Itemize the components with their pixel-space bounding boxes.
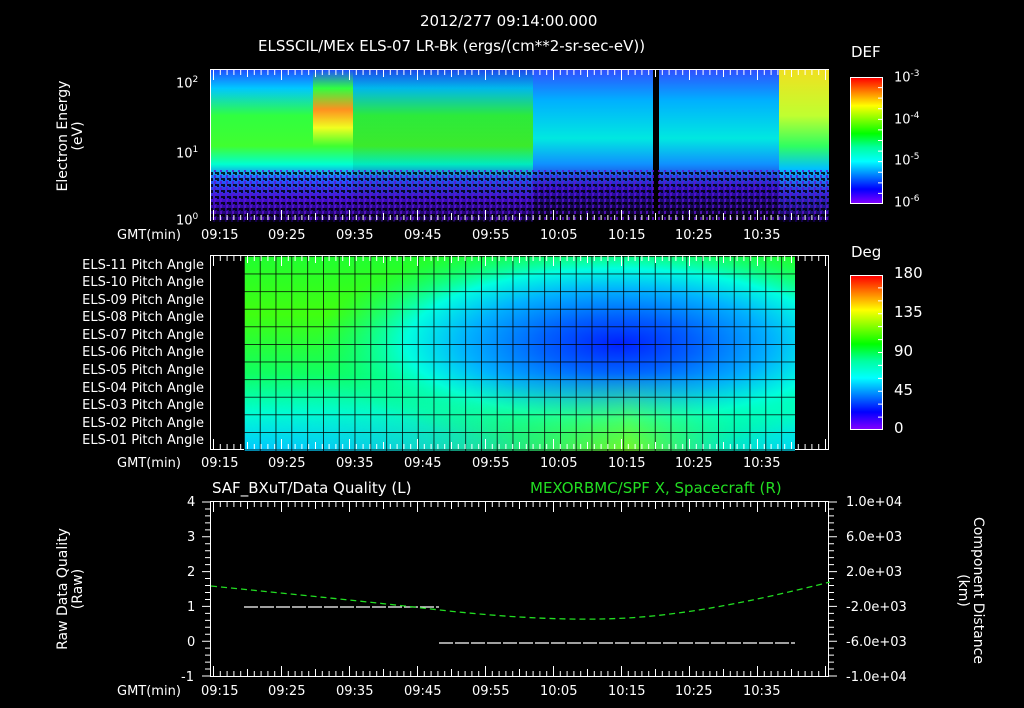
time-tick: 09:25 (268, 228, 306, 243)
time-tick: 09:35 (336, 684, 374, 699)
pitch-row-label: ELS-08 Pitch Angle (82, 310, 204, 325)
time-tick: 10:15 (608, 456, 646, 471)
ytick-right: -6.0e+03 (846, 635, 907, 650)
time-tick: 09:45 (404, 684, 442, 699)
time-tick: 09:55 (472, 684, 510, 699)
deg-colorbar (850, 275, 883, 430)
ytick-left: -1 (181, 670, 194, 685)
pitch-row-label: ELS-04 Pitch Angle (82, 381, 204, 396)
time-tick: 09:15 (201, 456, 239, 471)
time-tick: 10:25 (675, 684, 713, 699)
ytick-10: 101 (176, 145, 199, 162)
deg-colorbar-title: Deg (851, 243, 882, 261)
def-colorbar-title: DEF (851, 43, 881, 61)
deg-tick-1: 135 (894, 303, 923, 321)
spectrogram-image (211, 70, 830, 222)
quality-left-title: SAF_BXuT/Data Quality (L) (212, 479, 412, 497)
deg-tick-3: 45 (894, 381, 914, 399)
time-tick: 09:45 (404, 456, 442, 471)
quality-right-title: MEXORBMC/SPF X, Spacecraft (R) (530, 479, 782, 497)
pitch-row-label: ELS-11 Pitch Angle (82, 258, 204, 273)
time-tick: 09:15 (201, 684, 239, 699)
ytick-right: 1.0e+04 (846, 495, 903, 510)
time-tick: 10:05 (540, 456, 578, 471)
gmt-label: GMT(min) (117, 456, 181, 471)
ytick-right: -1.0e+04 (846, 670, 907, 685)
pitch-row-label: ELS-02 Pitch Angle (82, 416, 204, 431)
ytick-left: 2 (187, 565, 196, 580)
ytick-100: 102 (176, 75, 199, 92)
time-tick: 09:55 (472, 456, 510, 471)
def-tick-0: 10-3 (894, 69, 920, 86)
time-tick: 10:25 (675, 456, 713, 471)
pitch-row-label: ELS-07 Pitch Angle (82, 328, 204, 343)
def-tick-1: 10-4 (894, 111, 920, 128)
ytick-right: -2.0e+03 (846, 600, 907, 615)
pitch-angle-plot (210, 255, 829, 451)
time-tick: 10:35 (743, 684, 781, 699)
def-tick-3: 10-6 (894, 194, 920, 211)
time-tick: 09:15 (201, 228, 239, 243)
time-tick: 10:35 (743, 456, 781, 471)
time-tick: 09:55 (472, 228, 510, 243)
time-tick: 10:35 (743, 228, 781, 243)
ytick-left: 0 (187, 635, 196, 650)
pitch-row-label: ELS-03 Pitch Angle (82, 398, 204, 413)
time-tick: 10:05 (540, 228, 578, 243)
def-colorbar (850, 77, 883, 204)
deg-tick-0: 180 (894, 264, 923, 282)
time-tick: 09:25 (268, 684, 306, 699)
plot-timestamp: 2012/277 09:14:00.000 (420, 12, 598, 30)
ytick-left: 3 (187, 530, 196, 545)
ytick-left: 1 (187, 600, 196, 615)
time-tick: 09:45 (404, 228, 442, 243)
pitch-row-label: ELS-09 Pitch Angle (82, 293, 204, 308)
quality-lines (210, 581, 831, 644)
time-tick: 09:25 (268, 456, 306, 471)
time-tick: 09:35 (336, 456, 374, 471)
time-tick: 10:15 (608, 228, 646, 243)
time-tick: 10:05 (540, 684, 578, 699)
plot-subtitle: ELSSCIL/MEx ELS-07 LR-Bk (ergs/(cm**2-sr… (258, 37, 646, 55)
ytick-left: 4 (187, 495, 196, 510)
pitch-angle-image (244, 256, 795, 451)
deg-tick-4: 0 (894, 419, 904, 437)
time-tick: 09:35 (336, 228, 374, 243)
time-tick: 10:15 (608, 684, 646, 699)
def-tick-2: 10-5 (894, 152, 920, 169)
pitch-row-label: ELS-06 Pitch Angle (82, 345, 204, 360)
quality-plot (210, 501, 831, 677)
deg-tick-2: 90 (894, 342, 914, 360)
pitch-row-label: ELS-01 Pitch Angle (82, 433, 204, 448)
ytick-right: 6.0e+03 (846, 530, 903, 545)
ytick-right: 2.0e+03 (846, 565, 903, 580)
pitch-row-label: ELS-10 Pitch Angle (82, 275, 204, 290)
pitch-row-label: ELS-05 Pitch Angle (82, 363, 204, 378)
spectrogram-plot (210, 69, 830, 222)
gmt-label: GMT(min) (117, 228, 181, 243)
ytick-1: 100 (176, 212, 199, 229)
time-tick: 10:25 (675, 228, 713, 243)
gmt-label: GMT(min) (117, 684, 181, 699)
